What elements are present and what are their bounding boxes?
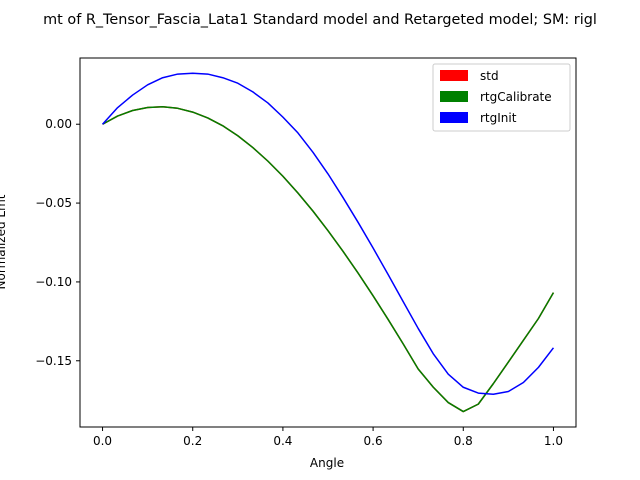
series-line-rtgInit [101, 72, 555, 395]
legend-swatch-rtgCalibrate [440, 91, 468, 102]
y-axis-label: Normalized Lmt [0, 194, 8, 289]
plot-lines [101, 72, 555, 413]
x-tick-label: 0.6 [364, 434, 383, 448]
y-tick-label: −0.05 [35, 196, 72, 210]
y-tick-label: 0.00 [45, 117, 72, 131]
x-tick-label: 0.8 [454, 434, 473, 448]
x-tick-label: 0.2 [183, 434, 202, 448]
plot-frame [79, 57, 577, 428]
y-axis: 0.00 −0.05 −0.10 −0.15 [35, 117, 80, 368]
legend-swatch-std [440, 70, 468, 81]
legend-label-rtgCalibrate: rtgCalibrate [480, 90, 552, 104]
series-line-rtgCalibrate [102, 105, 555, 413]
x-axis-label: Angle [310, 456, 344, 470]
y-tick-label: −0.10 [35, 275, 72, 289]
x-axis: 0.0 0.2 0.4 0.6 0.8 1.0 [93, 427, 563, 448]
legend: std rtgCalibrate rtgInit [432, 63, 571, 132]
x-tick-label: 0.4 [273, 434, 292, 448]
x-tick-label: 1.0 [544, 434, 563, 448]
legend-label-rtgInit: rtgInit [480, 111, 517, 125]
y-tick-label: −0.15 [35, 354, 72, 368]
legend-label-std: std [480, 69, 499, 83]
chart-title: mt of R_Tensor_Fascia_Lata1 Standard mod… [43, 12, 597, 28]
legend-swatch-rtgInit [440, 112, 468, 123]
x-tick-label: 0.0 [93, 434, 112, 448]
